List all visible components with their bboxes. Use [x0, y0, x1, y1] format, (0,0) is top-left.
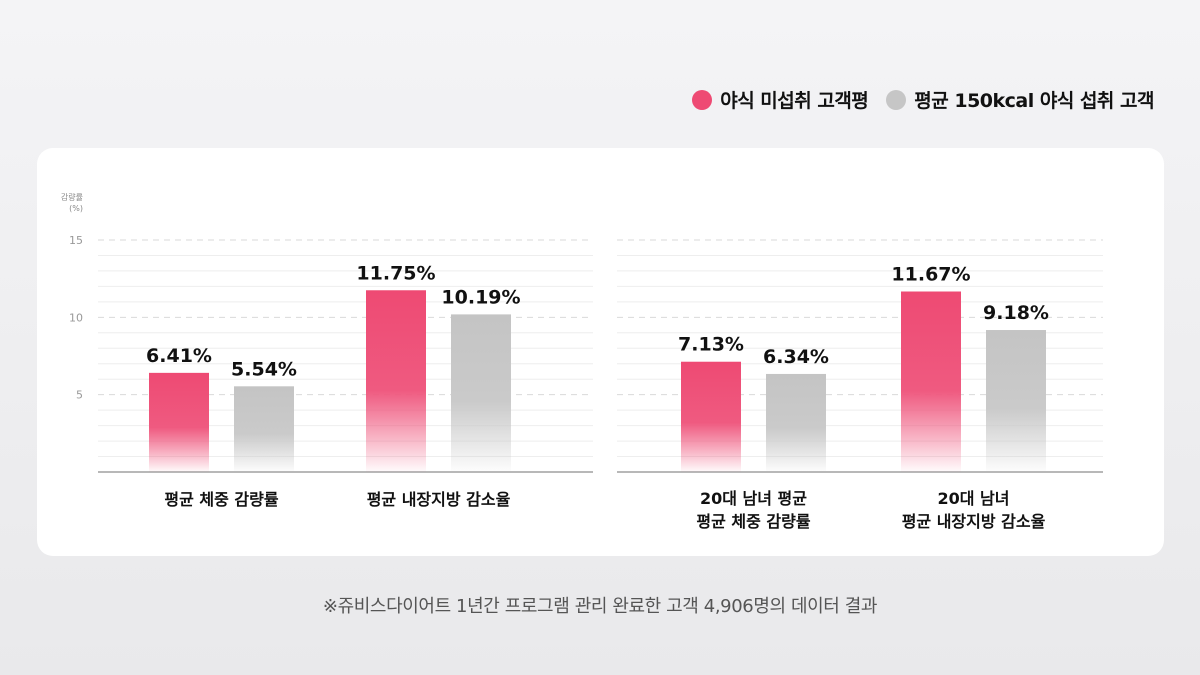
legend-label-snack: 평균 150kcal 야식 섭취 고객: [914, 90, 1154, 112]
bar-value-label: 6.34%: [763, 346, 829, 368]
bar-value-label: 10.19%: [441, 286, 520, 308]
category-label: 평균 체중 감량률: [164, 490, 278, 509]
chart-card: 감량률 (%) 5 10 15 6.41% 5.54% 평균 체중 감량률 11.75% 10.1…: [37, 148, 1164, 556]
bar-no-snack: [149, 372, 209, 472]
legend-dot-gray: [886, 89, 907, 110]
bar-value-label: 7.13%: [678, 334, 744, 356]
bar-snack: [451, 314, 511, 472]
legend-dot-pink: [692, 89, 713, 110]
category-label: 20대 남녀 평균 내장지방 감소율: [902, 489, 1046, 531]
bar-no-snack: [366, 290, 426, 472]
bar-no-snack: [681, 361, 741, 472]
legend-label-no-snack: 야식 미섭취 고객평: [720, 90, 869, 112]
y-tick-label: 10: [69, 311, 83, 324]
footnote: ※쥬비스다이어트 1년간 프로그램 관리 완료한 고객 4,906명의 데이터 …: [322, 596, 878, 617]
bar-snack: [234, 386, 294, 472]
y-axis-label: 감량률 (%): [61, 192, 83, 213]
y-tick-label: 15: [69, 234, 83, 247]
bar-value-label: 6.41%: [146, 345, 212, 367]
chart-legend: 야식 미섭취 고객평 평균 150kcal 야식 섭취 고객: [692, 86, 1154, 113]
legend-item-no-snack: 야식 미섭취 고객평: [692, 86, 869, 113]
bar-snack: [986, 330, 1046, 472]
legend-item-snack: 평균 150kcal 야식 섭취 고객: [886, 86, 1154, 113]
bar-value-label: 11.75%: [356, 262, 435, 284]
bar-value-label: 9.18%: [983, 302, 1049, 324]
y-tick-label: 5: [76, 389, 83, 402]
bar-chart: 감량률 (%) 5 10 15 6.41% 5.54% 평균 체중 감량률 11.75% 10.1…: [61, 192, 1103, 531]
bar-value-label: 5.54%: [231, 358, 297, 380]
bar-value-label: 11.67%: [891, 264, 970, 286]
category-label: 20대 남녀 평균 평균 체중 감량률: [696, 489, 810, 531]
category-label: 평균 내장지방 감소율: [367, 490, 511, 509]
bar-no-snack: [901, 291, 961, 472]
bar-snack: [766, 373, 826, 472]
